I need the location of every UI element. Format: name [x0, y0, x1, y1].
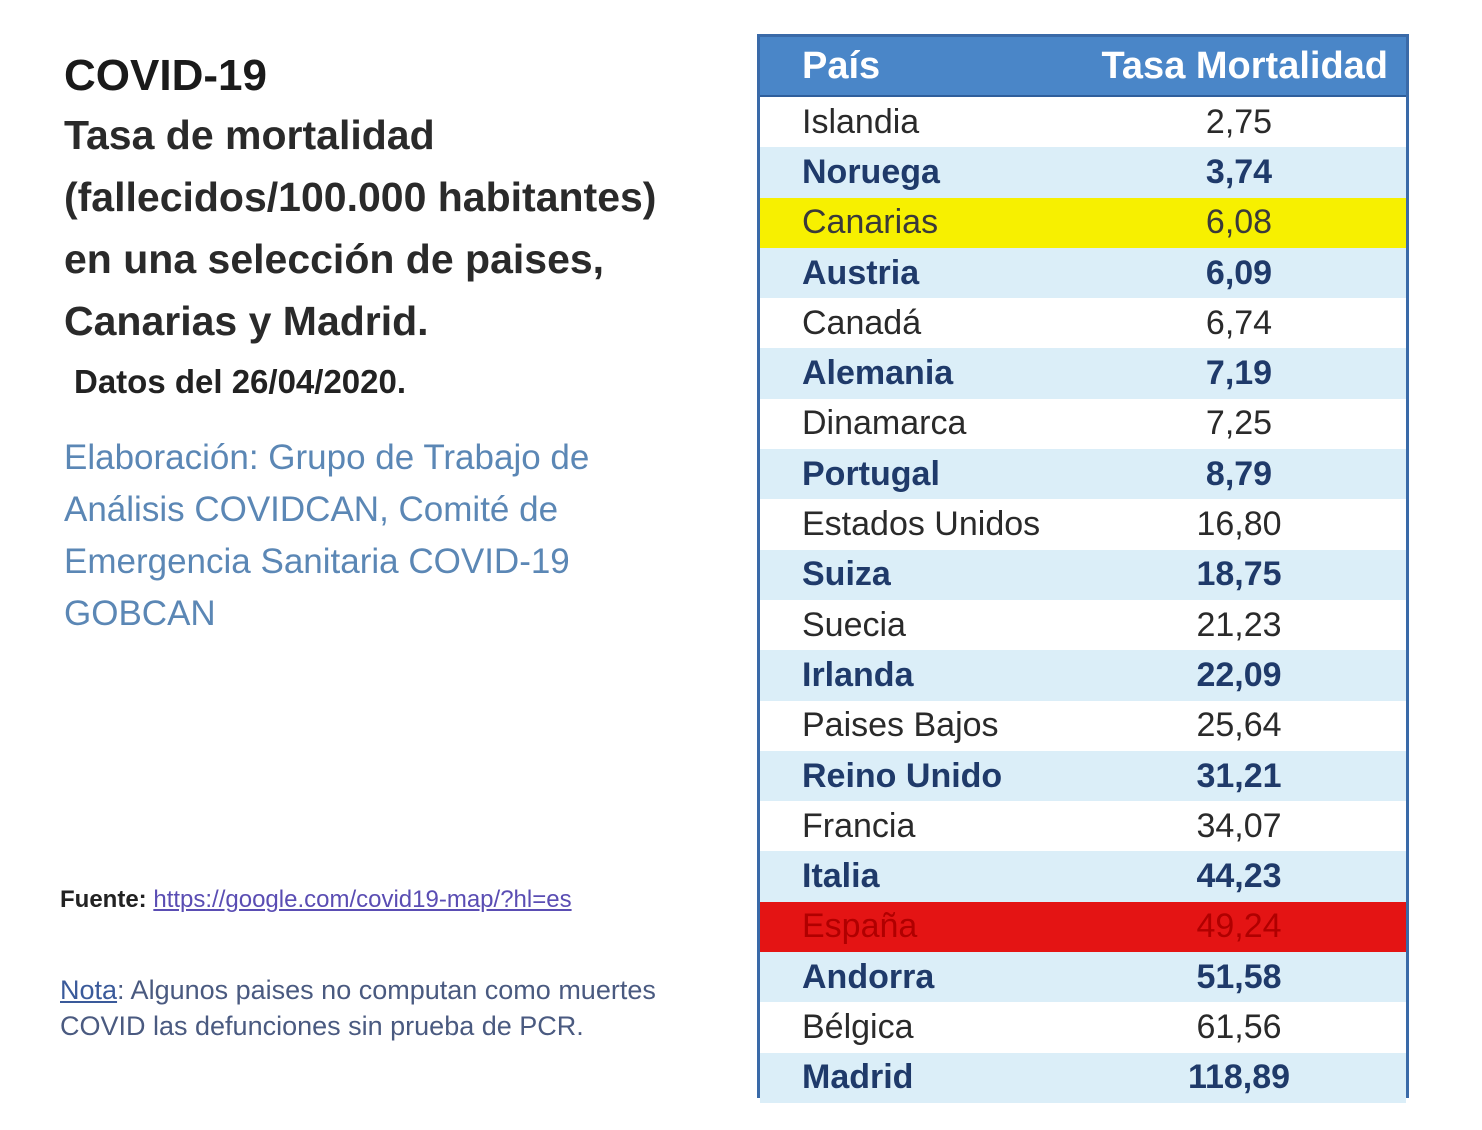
cell-tasa: 8,79	[1205, 454, 1273, 493]
cell-pais: Paises Bajos	[802, 706, 999, 745]
cell-pais: Suiza	[802, 555, 891, 594]
cell-tasa: 2,75	[1205, 102, 1273, 141]
cell-pais: Portugal	[802, 454, 940, 493]
cell-tasa: 7,19	[1205, 354, 1273, 393]
table-body: Islandia 2,75 Noruega 3,74 Canarias 6,08 Austr…	[760, 97, 1406, 1103]
cell-pais: Irlanda	[802, 655, 914, 694]
cell-pais: Reino Unido	[802, 756, 1003, 795]
cell-tasa: 16,80	[1196, 505, 1282, 544]
cell-tasa: 7,25	[1205, 404, 1273, 443]
table-row: Austria 6,09	[760, 247, 1406, 299]
cell-pais: Bélgica	[802, 1007, 914, 1046]
cell-tasa: 22,09	[1196, 655, 1282, 694]
table-row: Canarias 6,08	[760, 197, 1406, 248]
column-header-tasa: Tasa Mortalidad	[1101, 44, 1388, 87]
cell-pais: España	[802, 907, 918, 946]
column-header-pais: País	[802, 44, 881, 87]
subtitle-line: Tasa de mortalidad	[64, 112, 435, 158]
table-row: Suecia 21,23	[760, 600, 1406, 650]
cell-tasa: 31,21	[1196, 756, 1282, 795]
subtitle-line: en una selección de paises,	[64, 236, 605, 282]
table-row: Italia 44,23	[760, 851, 1406, 902]
source-label: Fuente:	[60, 886, 147, 913]
table-row: Estados Unidos 16,80	[760, 499, 1406, 549]
cell-pais: Suecia	[802, 605, 906, 644]
table-row: Canadá 6,74	[760, 298, 1406, 348]
cell-tasa: 6,74	[1205, 303, 1273, 342]
cell-pais: Alemania	[802, 354, 954, 393]
source-line: Fuente: https://google.com/covid19-map/?…	[60, 886, 572, 914]
credit-line: GOBCAN	[64, 594, 216, 633]
table-row: Suiza 18,75	[760, 549, 1406, 600]
table-row: Madrid 118,89	[760, 1052, 1406, 1103]
cell-tasa: 44,23	[1196, 857, 1282, 896]
cell-tasa: 25,64	[1196, 706, 1282, 745]
table-row: España 49,24	[760, 901, 1406, 953]
source-link[interactable]: https://google.com/covid19-map/?hl=es	[153, 886, 572, 913]
subtitle: Tasa de mortalidad (fallecidos/100.000 h…	[64, 104, 714, 352]
page-title: COVID-19	[64, 51, 267, 100]
note-text: : Algunos paises no computan como muerte…	[60, 975, 656, 1041]
cell-tasa: 49,24	[1196, 907, 1282, 946]
cell-tasa: 21,23	[1196, 605, 1282, 644]
table-row: Dinamarca 7,25	[760, 399, 1406, 449]
credit-line: Análisis COVIDCAN, Comité de	[64, 490, 559, 529]
cell-pais: Canadá	[802, 303, 922, 342]
cell-pais: Francia	[802, 806, 916, 845]
cell-tasa: 6,09	[1205, 253, 1273, 292]
table-row: Islandia 2,75	[760, 97, 1406, 147]
data-date: Datos del 26/04/2020.	[74, 363, 407, 400]
table-row: Bélgica 61,56	[760, 1002, 1406, 1052]
table-row: Reino Unido 31,21	[760, 750, 1406, 802]
table-row: Noruega 3,74	[760, 147, 1406, 198]
subtitle-line: (fallecidos/100.000 habitantes)	[64, 174, 657, 220]
cell-pais: Estados Unidos	[802, 505, 1041, 544]
cell-tasa: 118,89	[1187, 1058, 1291, 1097]
cell-tasa: 34,07	[1196, 806, 1282, 845]
note-label: Nota	[60, 975, 118, 1005]
table-row: Andorra 51,58	[760, 952, 1406, 1003]
cell-tasa: 6,08	[1205, 203, 1273, 242]
table-row: Paises Bajos 25,64	[760, 701, 1406, 751]
cell-pais: Italia	[802, 857, 880, 896]
note: Nota: Algunos paises no computan como mu…	[60, 972, 670, 1044]
cell-tasa: 61,56	[1196, 1007, 1282, 1046]
credit-line: Emergencia Sanitaria COVID-19	[64, 542, 570, 581]
cell-tasa: 3,74	[1205, 152, 1273, 191]
cell-pais: Canarias	[802, 203, 939, 242]
info-panel: COVID-19 Tasa de mortalidad (fallecidos/…	[64, 48, 714, 640]
mortality-table: País Tasa Mortalidad Islandia 2,75 Noruega…	[757, 34, 1409, 1103]
table-row: Irlanda 22,09	[760, 650, 1406, 701]
table-row: Alemania 7,19	[760, 348, 1406, 399]
cell-pais: Noruega	[802, 152, 940, 191]
cell-pais: Austria	[802, 253, 920, 292]
table-row: Francia 34,07	[760, 801, 1406, 851]
subtitle-line: Canarias y Madrid.	[64, 298, 429, 344]
cell-pais: Madrid	[802, 1058, 914, 1097]
cell-pais: Andorra	[802, 957, 935, 996]
credit-line: Elaboración: Grupo de Trabajo de	[64, 438, 590, 477]
table-row: Portugal 8,79	[760, 449, 1406, 500]
cell-pais: Islandia	[802, 102, 920, 141]
cell-tasa: 18,75	[1196, 555, 1282, 594]
cell-pais: Dinamarca	[802, 404, 967, 443]
credit-text: Elaboración: Grupo de Trabajo de Análisi…	[64, 432, 714, 640]
cell-tasa: 51,58	[1196, 957, 1282, 996]
table-header: País Tasa Mortalidad	[760, 37, 1406, 97]
